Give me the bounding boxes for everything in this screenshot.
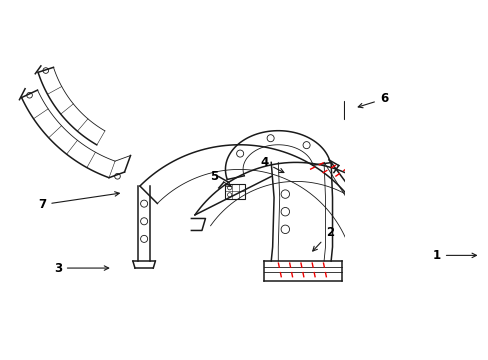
Text: 5: 5 [210,170,231,186]
Text: 7: 7 [38,192,119,211]
Text: 6: 6 [358,93,387,108]
Text: 3: 3 [54,262,108,275]
Bar [343,101,364,119]
Text: 1: 1 [432,249,475,262]
Text: 2: 2 [312,226,333,251]
Bar [225,184,244,199]
Text: 4: 4 [260,156,284,172]
